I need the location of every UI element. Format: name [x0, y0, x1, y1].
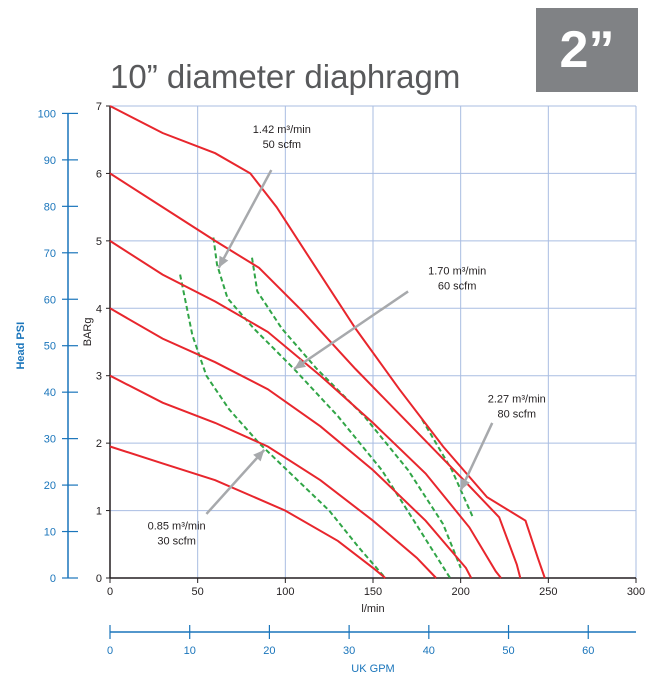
- annotation-label-scfm: 30 scfm: [157, 535, 196, 547]
- lpm-tick-label: 250: [539, 586, 557, 598]
- annotation-arrow-head: [253, 449, 265, 462]
- psi-tick-label: 30: [44, 434, 56, 446]
- annotation-label-scfm: 60 scfm: [438, 281, 477, 293]
- annotation-arrow-shaft: [205, 449, 266, 515]
- pressure-curve: [109, 240, 502, 579]
- gpm-tick-label: 60: [582, 645, 594, 657]
- bar-tick-label: 5: [96, 236, 102, 248]
- psi-tick-label: 80: [44, 201, 56, 213]
- air-consumption-line: [179, 274, 387, 579]
- lpm-tick-label: 150: [364, 586, 382, 598]
- psi-tick-label: 90: [44, 155, 56, 167]
- annotation-arrows: [205, 169, 494, 515]
- psi-tick-label: 0: [50, 573, 56, 585]
- gpm-axis-label: UK GPM: [351, 663, 394, 675]
- gpm-tick-label: 50: [502, 645, 514, 657]
- grid-lines: [110, 105, 637, 578]
- bar-tick-label: 4: [96, 303, 102, 315]
- gpm-tick-label: 0: [107, 645, 113, 657]
- lpm-tick-label: 0: [107, 586, 113, 598]
- annotation-arrow-shaft: [459, 422, 494, 491]
- pressure-curve: [109, 307, 473, 579]
- annotation-arrow-shaft: [217, 169, 273, 269]
- psi-tick-label: 60: [44, 294, 56, 306]
- bar-tick-label: 1: [96, 506, 102, 518]
- annotation-label-flow: 2.27 m³/min: [488, 394, 546, 406]
- gpm-tick-label: 20: [263, 645, 275, 657]
- bar-tick-label: 3: [96, 371, 102, 383]
- lpm-tick-label: 300: [627, 586, 645, 598]
- psi-tick-label: 100: [38, 108, 56, 120]
- lpm-tick-label: 100: [276, 586, 294, 598]
- annotation-labels: 1.42 m³/min 50 scfm 1.70 m³/min 60 scfm 2.27…: [148, 124, 546, 547]
- psi-tick-label: 40: [44, 387, 56, 399]
- annotation-label-flow: 1.42 m³/min: [253, 124, 311, 136]
- annotation-label-scfm: 80 scfm: [498, 409, 537, 421]
- annotation-arrow-head: [294, 358, 306, 369]
- annotation-arrow-head: [218, 255, 229, 268]
- bar-tick-label: 6: [96, 168, 102, 180]
- bar-tick-label: 2: [96, 438, 102, 450]
- chart-title: 10” diameter diaphragm: [110, 58, 461, 95]
- psi-tick-label: 50: [44, 341, 56, 353]
- psi-tick-label: 70: [44, 248, 56, 260]
- gpm-tick-label: 30: [343, 645, 355, 657]
- pressure-curves: [109, 105, 546, 579]
- pump-size-badge: 2”: [536, 8, 638, 92]
- air-consumption-lines: [179, 237, 474, 579]
- pressure-curve: [109, 105, 546, 579]
- pressure-curve: [109, 172, 522, 579]
- air-consumption-line: [421, 418, 474, 518]
- annotation-label-flow: 1.70 m³/min: [428, 266, 486, 278]
- gpm-tick-label: 10: [184, 645, 196, 657]
- psi-tick-label: 20: [44, 480, 56, 492]
- air-consumption-line: [251, 257, 462, 569]
- annotation-arrow-shaft: [293, 290, 409, 371]
- bar-tick-label: 0: [96, 573, 102, 585]
- annotation-label-scfm: 50 scfm: [263, 139, 302, 151]
- annotation-arrow-head: [460, 478, 470, 491]
- psi-axis-label: Head PSI: [15, 322, 27, 370]
- gpm-tick-label: 40: [423, 645, 435, 657]
- pressure-curve: [109, 445, 386, 579]
- annotation-label-flow: 0.85 m³/min: [148, 520, 206, 532]
- lpm-tick-label: 200: [451, 586, 469, 598]
- bar-axis-label: BARg: [82, 318, 94, 347]
- psi-tick-label: 10: [44, 527, 56, 539]
- bar-tick-label: 7: [96, 101, 102, 113]
- lpm-tick-label: 50: [192, 586, 204, 598]
- lpm-axis-label: l/min: [361, 603, 384, 615]
- pressure-curve: [109, 374, 437, 579]
